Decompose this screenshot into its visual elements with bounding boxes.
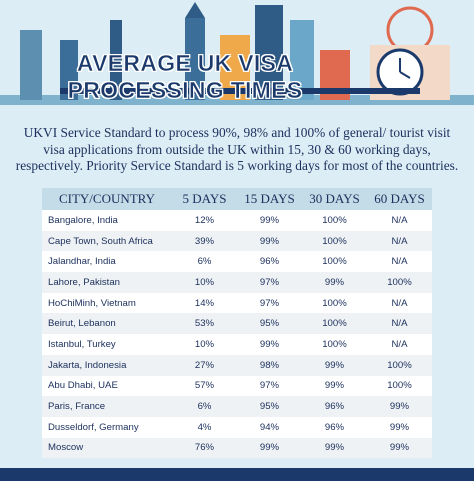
value-cell: 12% <box>194 214 215 226</box>
value-cell: N/A <box>391 338 408 350</box>
city-cell: Cape Town, South Africa <box>48 235 153 247</box>
value-cell: 39% <box>194 235 215 247</box>
table-row: Istanbul, Turkey 10% 99% 100% N/A <box>42 334 432 355</box>
value-cell: 99% <box>389 401 410 413</box>
value-cell: N/A <box>391 235 408 247</box>
value-cell: N/A <box>391 256 408 268</box>
value-cell: 95% <box>259 318 280 330</box>
skyline <box>0 0 474 118</box>
value-cell: 99% <box>324 442 345 454</box>
value-cell: 99% <box>259 235 280 247</box>
column-header: 5 DAYS <box>182 191 227 206</box>
city-cell: Beirut, Lebanon <box>48 318 116 330</box>
city-cell: HoChiMinh, Vietnam <box>48 297 136 309</box>
column-header: CITY/COUNTRY <box>58 191 156 206</box>
table-row: Cape Town, South Africa 39% 99% 100% N/A <box>42 230 432 252</box>
intro-line: UKVI Service Standard to process 90%, 98… <box>23 125 451 140</box>
intro-line: visa applications from outside the UK wi… <box>43 141 431 157</box>
city-cell: Dusseldorf, Germany <box>48 421 139 433</box>
value-cell: 100% <box>322 256 347 268</box>
value-cell: 99% <box>389 442 410 454</box>
intro: UKVI Service Standard to process 90%, 98… <box>8 125 466 175</box>
value-cell: 94% <box>259 421 280 433</box>
value-cell: 100% <box>322 297 347 309</box>
intro-line: respectively. Priority Service Standard … <box>15 158 459 173</box>
value-cell: 99% <box>389 421 410 433</box>
value-cell: 53% <box>194 318 215 330</box>
table-row: Paris, France 6% 95% 96% 99% <box>42 396 432 417</box>
column-header: 15 DAYS <box>244 191 295 206</box>
column-header: 60 DAYS <box>374 191 425 206</box>
city-cell: Paris, France <box>48 401 106 413</box>
value-cell: N/A <box>391 214 408 226</box>
table-row: Bangalore, India 12% 99% 100% N/A <box>42 210 432 231</box>
value-cell: 100% <box>387 380 412 392</box>
value-cell: 100% <box>322 235 347 247</box>
table-row: Moscow 76% 99% 99% 99% <box>42 437 432 459</box>
value-cell: 95% <box>259 401 280 413</box>
table-row: Jalandhar, India 6% 96% 100% N/A <box>42 251 432 273</box>
value-cell: 4% <box>197 421 212 433</box>
value-cell: 99% <box>259 442 280 454</box>
value-cell: 99% <box>324 276 345 288</box>
value-cell: 98% <box>259 359 280 371</box>
value-cell: 97% <box>259 276 280 288</box>
value-cell: 99% <box>324 380 345 392</box>
table-row: HoChiMinh, Vietnam 14% 97% 100% N/A <box>42 292 432 314</box>
value-cell: 6% <box>197 401 212 413</box>
title: AVERAGE UK VISA PROCESSING TIMES <box>67 50 303 104</box>
city-cell: Jalandhar, India <box>48 256 116 268</box>
value-cell: 100% <box>322 338 347 350</box>
value-cell: 14% <box>194 297 215 309</box>
column-header: 30 DAYS <box>309 191 360 206</box>
value-cell: 27% <box>194 359 215 371</box>
table-row: Beirut, Lebanon 53% 95% 100% N/A <box>42 313 432 335</box>
city-cell: Abu Dhabi, UAE <box>48 380 118 392</box>
value-cell: 99% <box>324 359 345 371</box>
value-cell: 100% <box>322 318 347 330</box>
value-cell: 100% <box>387 359 412 371</box>
table-row: Jakarta, Indonesia 27% 98% 99% 100% <box>42 354 432 376</box>
value-cell: 10% <box>194 338 215 350</box>
footer-bar <box>0 468 474 481</box>
value-cell: 96% <box>259 256 280 268</box>
city-cell: Jakarta, Indonesia <box>48 359 127 371</box>
city-cell: Lahore, Pakistan <box>48 276 120 288</box>
city-cell: Moscow <box>48 442 84 454</box>
value-cell: 96% <box>324 401 345 413</box>
table-row: Lahore, Pakistan 10% 97% 99% 100% <box>42 272 432 293</box>
value-cell: 97% <box>259 380 280 392</box>
table-row: Abu Dhabi, UAE 57% 97% 99% 100% <box>42 375 432 397</box>
table: CITY/COUNTRY 5 DAYS 15 DAYS 30 DAYS 60 DAYS B… <box>42 188 432 459</box>
value-cell: N/A <box>391 297 408 309</box>
value-cell: 6% <box>197 256 212 268</box>
value-cell: 10% <box>194 276 215 288</box>
value-cell: 57% <box>194 380 215 392</box>
value-cell: 76% <box>194 442 215 454</box>
value-cell: 97% <box>259 297 280 309</box>
value-cell: 100% <box>322 214 347 226</box>
value-cell: 99% <box>259 214 280 226</box>
city-cell: Bangalore, India <box>48 214 118 226</box>
value-cell: N/A <box>391 318 408 330</box>
header-row: CITY/COUNTRY 5 DAYS 15 DAYS 30 DAYS 60 DAYS <box>42 188 432 210</box>
value-cell: 99% <box>259 338 280 350</box>
value-cell: 100% <box>387 276 412 288</box>
city-cell: Istanbul, Turkey <box>48 338 116 350</box>
value-cell: 96% <box>324 421 345 433</box>
table-row: Dusseldorf, Germany 4% 94% 96% 99% <box>42 416 432 438</box>
